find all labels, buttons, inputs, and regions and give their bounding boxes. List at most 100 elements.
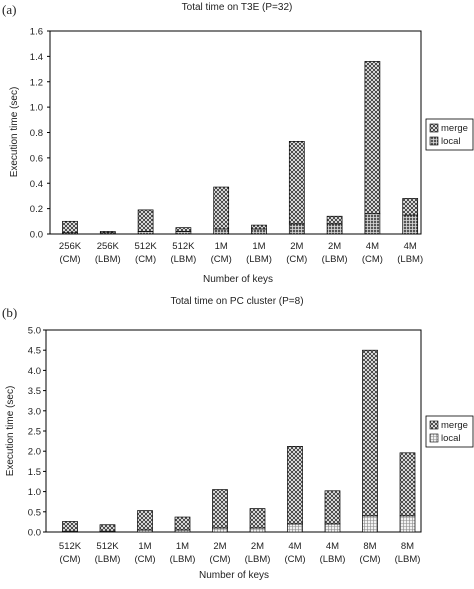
panel-b-plot-frame [45,329,422,533]
bar-local [251,228,267,235]
x-tick-label-method: (LBM) [245,554,271,565]
bar-merge [326,215,343,225]
bar-merge [402,198,419,216]
bar-merge [137,510,153,531]
panel-a-y-ticks: 0.0 0.2 0.4 0.6 0.8 1.0 1.2 1.4 1.6 [30,27,50,241]
y-tick-label: 2.5 [28,427,41,438]
bar-merge [137,209,154,232]
y-tick-label: 0.4 [30,179,43,190]
panel-b-title: Total time on PC cluster (P=8) [170,296,303,307]
y-tick-label: 4.0 [28,366,41,377]
bar-merge [99,231,116,234]
y-tick-label: 1.2 [30,77,43,88]
x-tick-label-method: (LBM) [322,254,348,265]
bar-merge [174,516,191,531]
x-tick-label-size: 1M [138,541,151,552]
x-tick-label-method: (LBM) [170,554,196,565]
panel-b-y-ticks: 0.0 0.5 1.0 1.5 2.0 2.5 3.0 3.5 4.0 4.5 5.0 [28,326,46,539]
y-tick-label: 0.0 [30,230,43,241]
bar-local [364,213,381,235]
x-tick-label-size: 2M [213,541,226,552]
panel-a-legend: merge local [425,118,474,151]
bar-merge [62,521,78,532]
panel-a-legend-merge-swatch [429,123,439,133]
bar-merge [62,220,78,234]
bar-merge [364,61,381,215]
bar-merge [287,446,303,525]
bar-local [212,527,228,533]
bar-merge [175,227,192,232]
x-tick-label-method: (LBM) [397,254,423,265]
x-tick-label-size: 4M [366,241,379,252]
x-tick-label-size: 1M [252,241,265,252]
x-tick-label-size: 512K [172,241,195,252]
x-tick-label-size: 2M [251,541,264,552]
panel-a-x-ticks: 256K (CM) 256K (LBM) 512K (CM) 512K (LBM) 1M (CM)… [59,241,423,265]
bar-merge [251,224,267,230]
y-tick-label: 1.4 [30,52,43,63]
panel-a-x-axis-title: Number of keys [203,274,273,285]
bar-local [326,223,343,235]
y-tick-label: 0.2 [30,204,43,215]
x-tick-label-method: (CM) [286,254,307,265]
panel-a-bars [62,61,419,235]
panel-b-label: (b) [2,305,17,320]
x-tick-label-method: (CM) [362,254,383,265]
bar-merge [213,186,230,230]
x-tick-label-method: (LBM) [320,554,346,565]
y-tick-label: 1.5 [28,467,41,478]
x-tick-label-method: (CM) [134,554,155,565]
x-tick-label-size: 8M [401,541,414,552]
y-tick-label: 0.5 [28,507,41,518]
bar-merge [99,524,116,532]
x-tick-label-size: 4M [404,241,417,252]
bar-merge [212,489,228,529]
bar-local [402,214,419,235]
bar-local [399,515,416,533]
panel-a-legend-local-label: local [441,136,461,147]
bar-local [287,523,303,533]
x-tick-label-size: 512K [59,541,82,552]
x-tick-label-size: 4M [288,541,301,552]
x-tick-label-method: (CM) [284,554,305,565]
panel-b-legend-merge-label: merge [441,420,468,431]
y-tick-label: 0.8 [30,128,43,139]
x-tick-label-method: (CM) [135,254,156,265]
y-tick-label: 3.5 [28,386,41,397]
y-tick-label: 2.0 [28,447,41,458]
x-tick-label-method: (LBM) [95,554,121,565]
panel-a-label: (a) [2,2,16,17]
bar-merge [324,490,341,525]
x-tick-label-size: 8M [363,541,376,552]
panel-b-legend-merge-swatch [429,420,439,430]
y-tick-label: 1.6 [30,27,43,38]
x-tick-label-size: 512K [135,241,158,252]
y-tick-label: 1.0 [28,487,41,498]
panel-b-x-axis-title: Number of keys [199,570,269,581]
bar-local [249,527,266,533]
x-tick-label-size: 2M [328,241,341,252]
y-tick-label: 3.0 [28,406,41,417]
x-tick-label-size: 512K [96,541,119,552]
x-tick-label-method: (LBM) [170,254,196,265]
y-tick-label: 1.0 [30,103,43,114]
x-tick-label-size: 1M [176,541,189,552]
panel-a-y-axis-title: Execution time (sec) [9,87,20,178]
x-tick-label-size: 4M [326,541,339,552]
panel-a-title: Total time on T3E (P=32) [182,2,293,13]
bar-local [288,223,305,235]
x-tick-label-size: 256K [59,241,82,252]
bar-merge [362,349,378,517]
panel-a-plot-frame [49,30,422,235]
panel-b-x-ticks: 512K (CM) 512K (LBM) 1M (CM) 1M (LBM) 2M (CM) 2M (L… [59,541,421,565]
x-tick-label-method: (CM) [209,554,230,565]
y-tick-label: 0.0 [28,528,41,539]
panel-a-legend-local-swatch [429,136,439,146]
y-tick-label: 4.5 [28,346,41,357]
panel-b-bars [62,349,416,533]
bar-local [175,231,192,235]
x-tick-label-size: 1M [215,241,228,252]
y-tick-label: 0.6 [30,153,43,164]
x-tick-label-method: (CM) [59,554,80,565]
